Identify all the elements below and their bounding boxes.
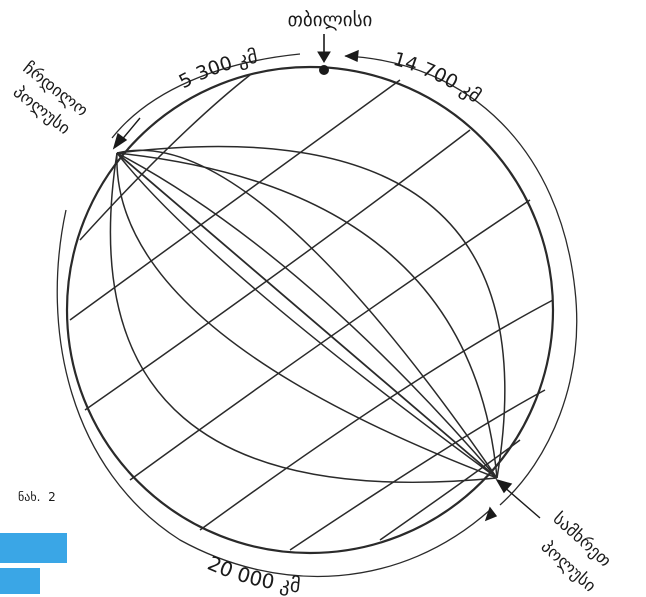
tbilisi-marker <box>317 34 331 75</box>
blue-tab-bottom <box>0 568 40 594</box>
tbilisi-label: თბილისი <box>288 9 373 31</box>
globe <box>65 65 555 555</box>
tbilisi-dot <box>319 65 329 75</box>
right-dist-arrow-head <box>344 49 359 63</box>
arc-tbilisi-to-south <box>344 55 578 506</box>
figure-caption: ნახ. 2 <box>18 490 56 504</box>
pointer-arrows <box>112 49 541 522</box>
south-pole-arrow-head <box>495 478 513 494</box>
arc-north-to-tbilisi <box>111 53 301 139</box>
tbilisi-pointer-head <box>317 51 331 63</box>
distance-arcs <box>56 53 578 578</box>
bottom-dist-arrow-head <box>484 506 498 522</box>
parallels <box>69 74 554 551</box>
north-south-axis <box>116 152 498 479</box>
blue-tab-top <box>0 533 67 563</box>
north-pole-arrow-head <box>112 132 128 150</box>
arc-south-to-north <box>56 209 491 578</box>
distance-tbilisi-south: 14 700 კმ <box>391 48 485 107</box>
south-pole-arrow-line <box>502 485 541 519</box>
globe-outline <box>65 65 555 555</box>
distance-south-north: 20 000 კმ <box>204 551 301 597</box>
